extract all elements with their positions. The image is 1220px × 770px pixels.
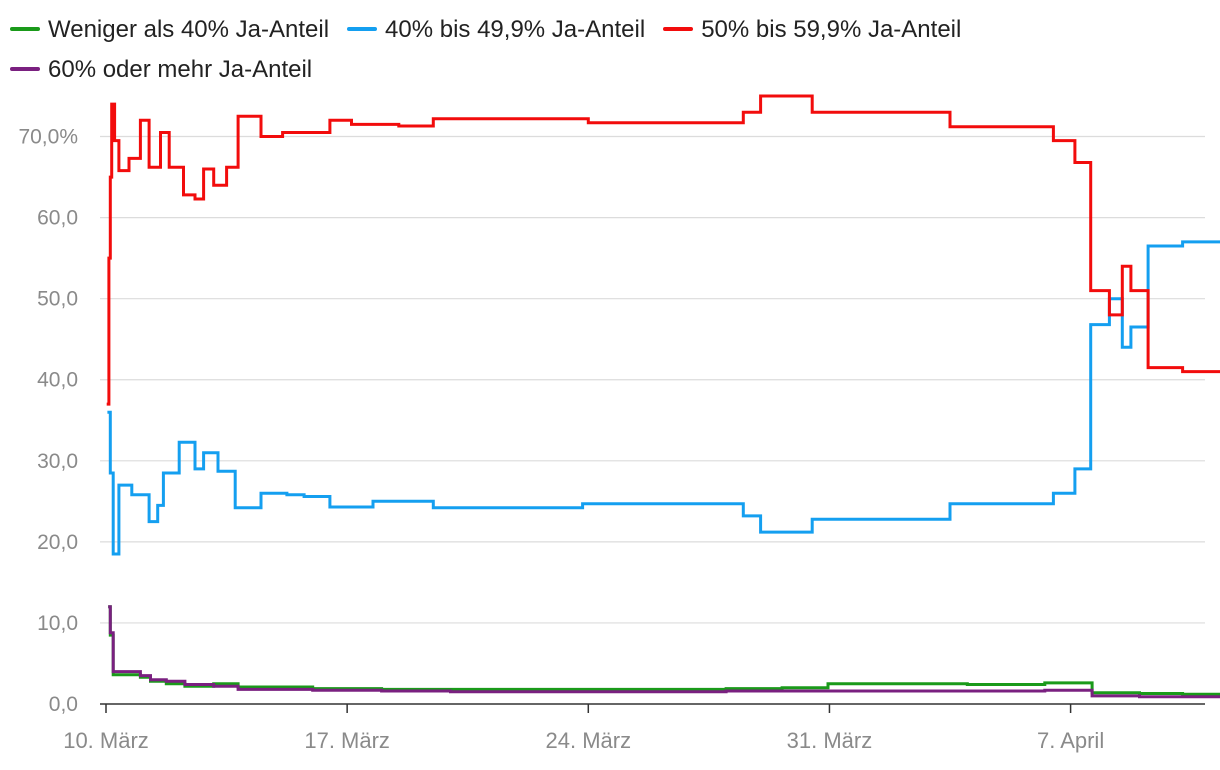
legend-swatch <box>347 26 378 31</box>
legend-item[interactable]: 40% bis 49,9% Ja-Anteil <box>347 10 645 50</box>
legend-swatch <box>663 26 694 31</box>
y-tick-label: 60,0 <box>37 207 78 230</box>
x-tick-label: 10. März <box>63 728 149 753</box>
series-line <box>108 605 1220 699</box>
x-tick-label: 17. März <box>304 728 390 753</box>
y-tick-label: 30,0 <box>37 450 78 473</box>
legend-swatch <box>10 26 40 31</box>
legend-label: 40% bis 49,9% Ja-Anteil <box>385 16 646 43</box>
legend-item[interactable]: Weniger als 40% Ja-Anteil <box>10 10 329 50</box>
legend-swatch <box>10 66 40 71</box>
y-tick-label: 40,0 <box>37 369 78 392</box>
x-tick-label: 24. März <box>546 728 632 753</box>
legend-label: 50% bis 59,9% Ja-Anteil <box>701 16 962 43</box>
legend-item[interactable]: 50% bis 59,9% Ja-Anteil <box>663 10 961 50</box>
y-tick-label: 10,0 <box>37 612 78 635</box>
legend-label: Weniger als 40% Ja-Anteil <box>48 16 330 43</box>
series-line <box>108 605 1220 696</box>
y-tick-label: 70,0% <box>18 126 78 149</box>
x-tick-label: 31. März <box>787 728 873 753</box>
legend-item[interactable]: 60% oder mehr Ja-Anteil <box>10 50 312 90</box>
y-tick-label: 20,0 <box>37 531 78 554</box>
chart-legend: Weniger als 40% Ja-Anteil 40% bis 49,9% J… <box>10 10 1200 90</box>
legend-label: 60% oder mehr Ja-Anteil <box>48 56 313 83</box>
series-line <box>107 240 1220 556</box>
y-tick-label: 50,0 <box>37 288 78 311</box>
y-tick-label: 0,0 <box>49 693 78 716</box>
x-tick-label: 7. April <box>1037 728 1104 753</box>
series-line <box>106 94 1220 406</box>
